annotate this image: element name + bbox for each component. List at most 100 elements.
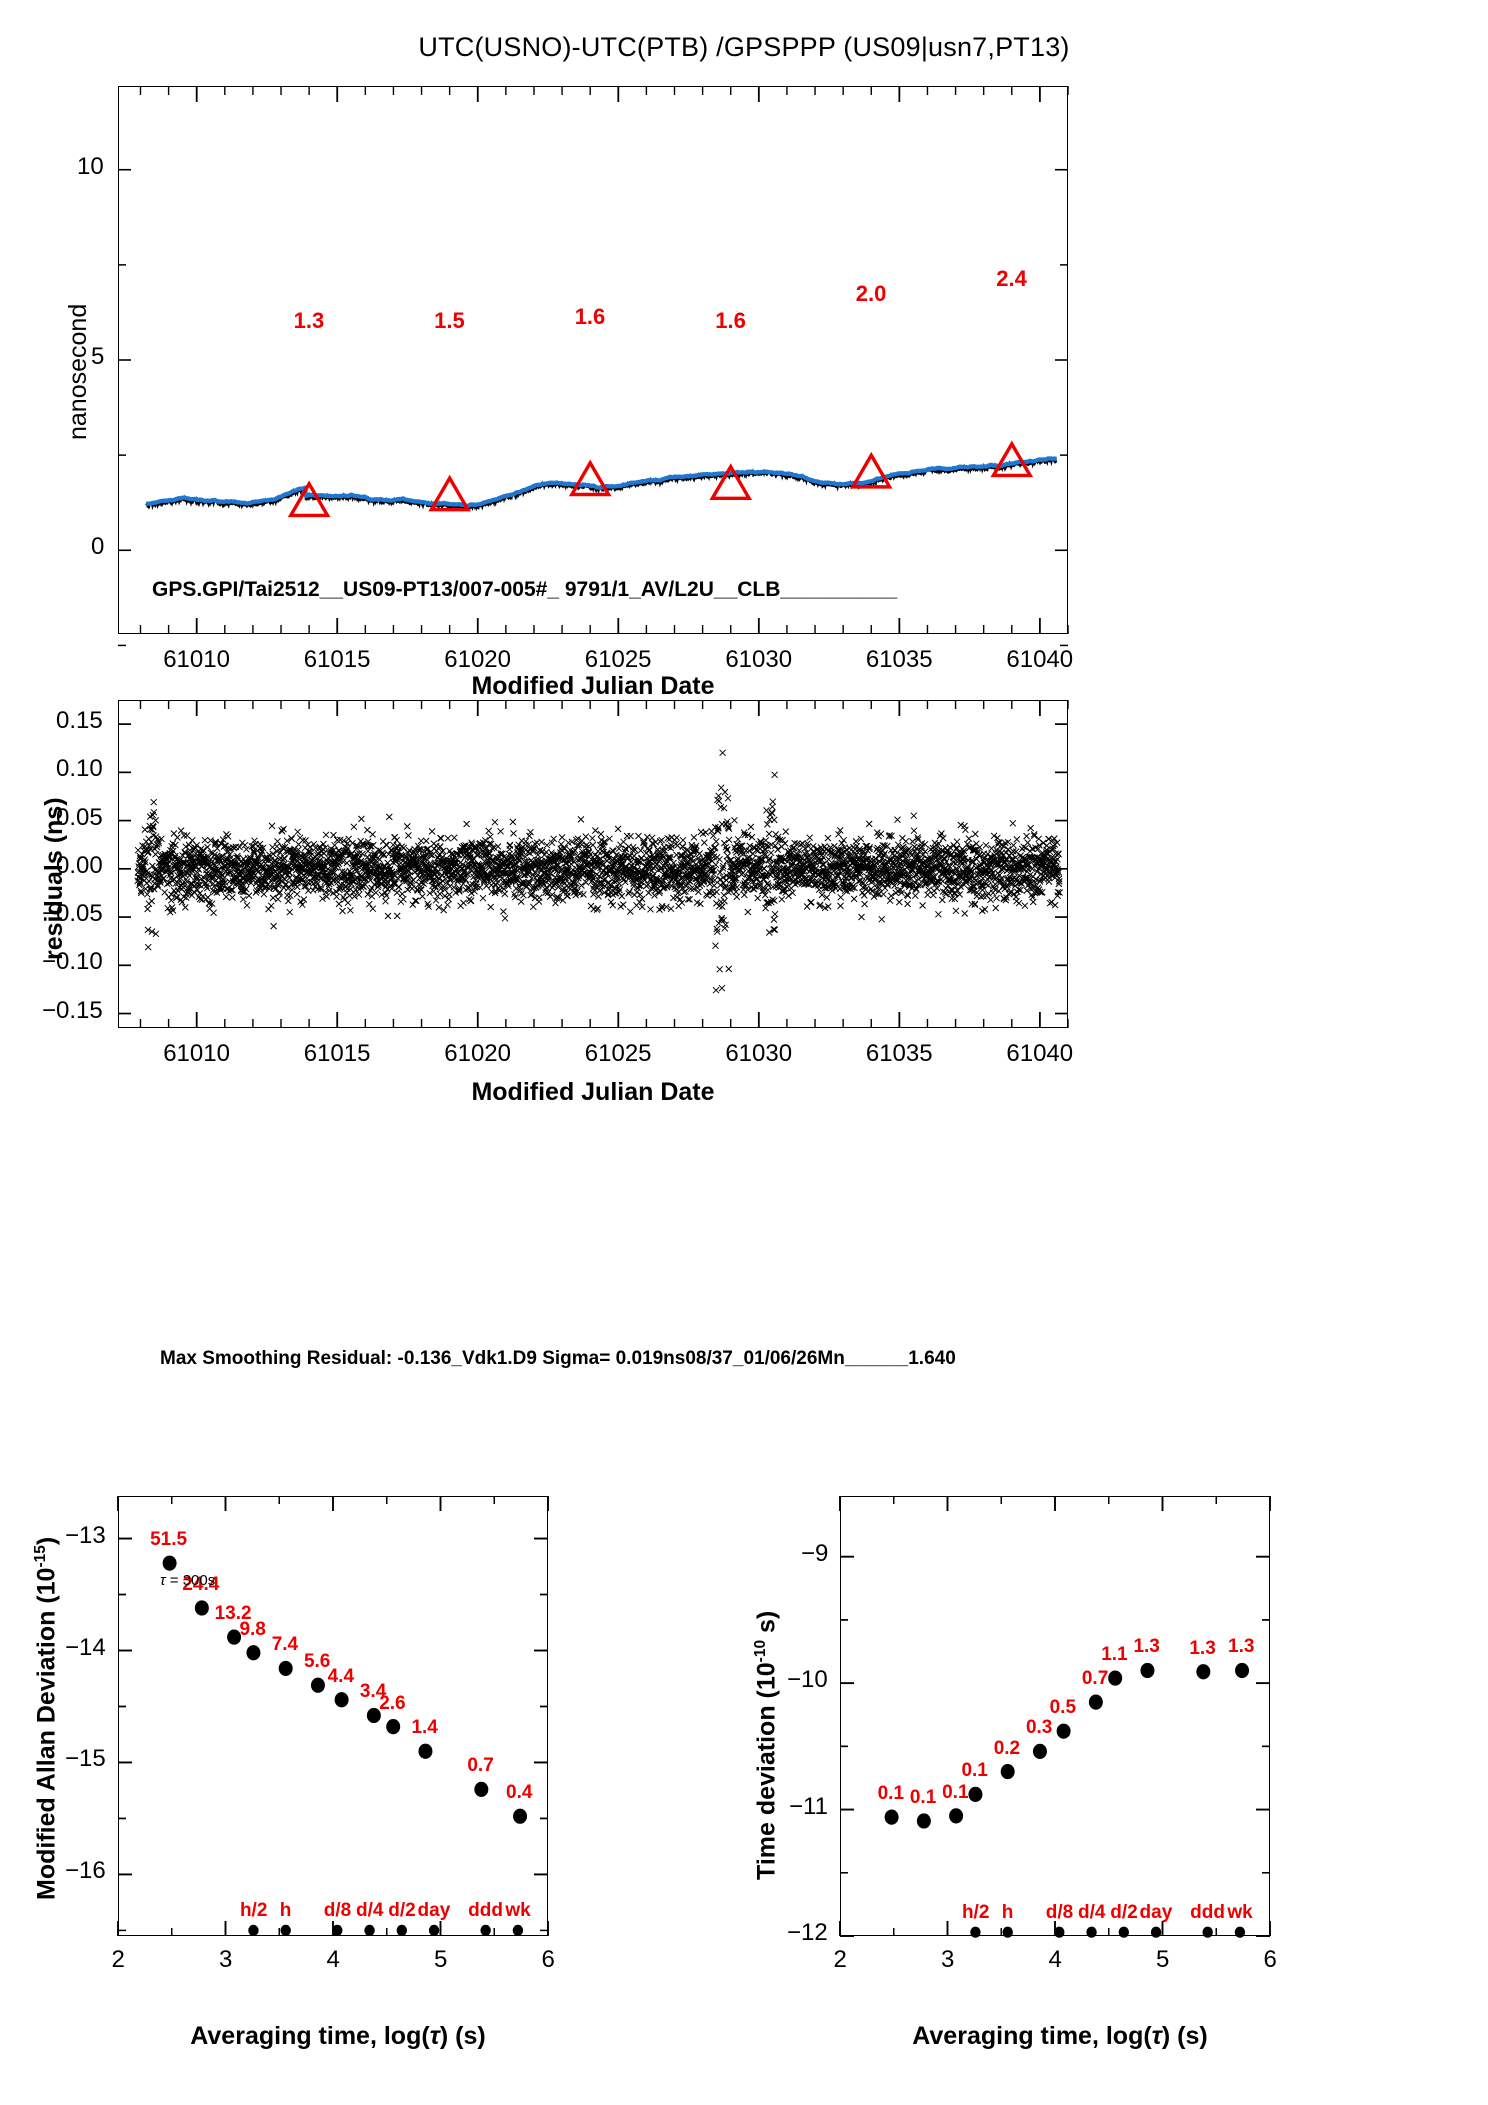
phase-marker-label: 2.0 — [855, 281, 887, 307]
madev-x-tick: 3 — [219, 1946, 233, 1973]
phase-plot-canvas — [118, 86, 1069, 647]
tdev-point-label: 1.1 — [1101, 1644, 1128, 1666]
tdev-point-label: 0.2 — [993, 1737, 1021, 1759]
tdev-plot-frame — [840, 1496, 1270, 1936]
madev-tau-mark-label: wk — [505, 1900, 531, 1922]
tdev-tau-mark-label: h/2 — [961, 1902, 990, 1924]
tdev-point-label: 1.3 — [1228, 1636, 1255, 1658]
phase-x-tick: 61035 — [865, 646, 933, 673]
madev-point-label: 2.6 — [379, 1692, 406, 1714]
phase-x-tick: 61015 — [303, 646, 371, 673]
tdev-y-axis-label: Time deviation (10-10 s) — [752, 1610, 781, 1880]
tdev-tau-mark-label: d/2 — [1110, 1902, 1138, 1924]
tdev-point-label: 0.1 — [942, 1781, 969, 1803]
phase-caption: GPS.GPI/Tai2512__US09-PT13/007-005#_ 979… — [152, 578, 898, 601]
tdev-plot-canvas — [839, 1496, 1271, 1938]
residuals-x-tick: 61025 — [584, 1040, 652, 1067]
tdev-y-tick: −12 — [787, 1919, 828, 1946]
phase-marker-label: 1.6 — [574, 304, 606, 330]
phase-x-axis-label: Modified Julian Date — [471, 672, 715, 700]
tdev-point-label: 0.3 — [1025, 1717, 1053, 1739]
tdev-x-tick: 6 — [1263, 1946, 1277, 1973]
tdev-point-label: 0.1 — [909, 1786, 937, 1808]
page-title: UTC(USNO)-UTC(PTB) /GPSPPP (US09|usn7,PT… — [418, 32, 1070, 62]
madev-tau-mark-label: d/2 — [388, 1900, 416, 1922]
madev-tau-mark-label: h/2 — [239, 1900, 268, 1922]
tdev-tau-mark-label: day — [1139, 1902, 1173, 1924]
madev-x-tick: 5 — [434, 1946, 448, 1973]
madev-point-label: 9.8 — [239, 1618, 266, 1640]
tdev-y-tick: −9 — [801, 1539, 829, 1567]
madev-plot-canvas — [117, 1496, 549, 1937]
residuals-y-tick: 0.05 — [56, 803, 103, 831]
phase-x-tick: 61010 — [163, 646, 230, 673]
tdev-point-label: 0.1 — [877, 1783, 905, 1805]
tdev-tau-mark-label: d/4 — [1078, 1902, 1106, 1924]
tdev-tau-mark-label: d/8 — [1045, 1902, 1074, 1924]
madev-point-label: 3.4 — [359, 1681, 387, 1703]
phase-x-tick: 61040 — [1006, 646, 1074, 673]
phase-marker-label: 1.5 — [434, 307, 465, 333]
residuals-x-tick: 61040 — [1006, 1040, 1074, 1067]
madev-tau-mark-label: ddd — [468, 1900, 503, 1922]
phase-plot-frame — [118, 86, 1068, 634]
phase-marker-label: 2.4 — [996, 266, 1027, 292]
madev-tau-annotation: τ = 300s — [160, 1572, 216, 1589]
residuals-y-tick: −0.10 — [42, 948, 103, 976]
residuals-y-tick: −0.05 — [42, 900, 103, 928]
madev-x-axis-label: Averaging time, log(τ) (s) — [190, 2022, 486, 2050]
madev-point-label: 1.4 — [411, 1717, 438, 1739]
tdev-x-tick: 3 — [941, 1946, 955, 1973]
madev-point-label: 51.5 — [150, 1529, 188, 1551]
residuals-caption: Max Smoothing Residual: -0.136_Vdk1.D9 S… — [160, 1348, 956, 1369]
tdev-y-tick: −11 — [789, 1792, 828, 1820]
residuals-x-tick: 61015 — [303, 1040, 371, 1067]
residuals-plot-canvas — [118, 700, 1069, 1028]
madev-point-label: 13.2 — [214, 1603, 252, 1625]
residuals-y-tick: 0.00 — [56, 851, 103, 879]
residuals-x-tick: 61010 — [163, 1040, 230, 1067]
residuals-x-tick: 61030 — [725, 1040, 793, 1067]
residuals-y-tick: 0.15 — [56, 707, 103, 735]
madev-point-label: 0.7 — [467, 1755, 494, 1777]
madev-x-tick: 2 — [111, 1946, 125, 1973]
tdev-y-tick: −10 — [787, 1666, 828, 1694]
tdev-tau-mark-label: ddd — [1190, 1902, 1225, 1924]
madev-tau-mark-label: d/8 — [323, 1900, 352, 1922]
madev-tau-mark-label: h — [279, 1900, 292, 1922]
phase-x-tick: 61030 — [725, 646, 793, 673]
residuals-x-tick: 61020 — [444, 1040, 511, 1067]
madev-y-tick: −13 — [65, 1521, 106, 1549]
tdev-point-label: 0.5 — [1049, 1697, 1077, 1719]
tdev-tau-mark-label: wk — [1227, 1902, 1253, 1924]
tdev-x-tick: 4 — [1048, 1946, 1062, 1973]
phase-y-tick: 5 — [91, 343, 105, 370]
madev-y-tick: −16 — [65, 1857, 106, 1885]
madev-point-label: 0.4 — [506, 1782, 533, 1804]
madev-tau-mark-label: d/4 — [356, 1900, 384, 1922]
madev-tau-mark-label: day — [417, 1900, 451, 1922]
tdev-point-label: 1.3 — [1133, 1636, 1160, 1658]
phase-marker-label: 1.3 — [293, 307, 325, 333]
madev-point-label: 5.6 — [303, 1651, 331, 1673]
madev-point-label: 4.4 — [327, 1665, 355, 1687]
madev-x-tick: 6 — [541, 1946, 555, 1973]
phase-marker-label: 1.6 — [715, 307, 746, 333]
madev-y-tick: −14 — [65, 1633, 106, 1661]
residuals-y-tick: −0.15 — [42, 996, 103, 1024]
residuals-y-tick: 0.10 — [56, 755, 103, 783]
phase-x-tick: 61025 — [584, 646, 652, 673]
phase-x-tick: 61020 — [444, 646, 511, 673]
residuals-x-axis-label: Modified Julian Date — [471, 1078, 715, 1106]
phase-y-tick: 0 — [91, 533, 105, 561]
tdev-point-label: 1.3 — [1189, 1637, 1216, 1659]
madev-point-label: 24.4 — [182, 1573, 220, 1595]
tdev-point-label: 0.7 — [1081, 1668, 1109, 1690]
madev-point-label: 7.4 — [271, 1634, 299, 1656]
madev-y-tick: −15 — [65, 1745, 106, 1773]
tdev-point-label: 0.1 — [961, 1760, 988, 1782]
madev-plot-frame — [118, 1496, 548, 1936]
phase-y-tick: 10 — [77, 152, 104, 180]
madev-y-axis-label: Modified Allan Deviation (10-15) — [32, 1536, 61, 1900]
residuals-x-tick: 61035 — [865, 1040, 933, 1067]
